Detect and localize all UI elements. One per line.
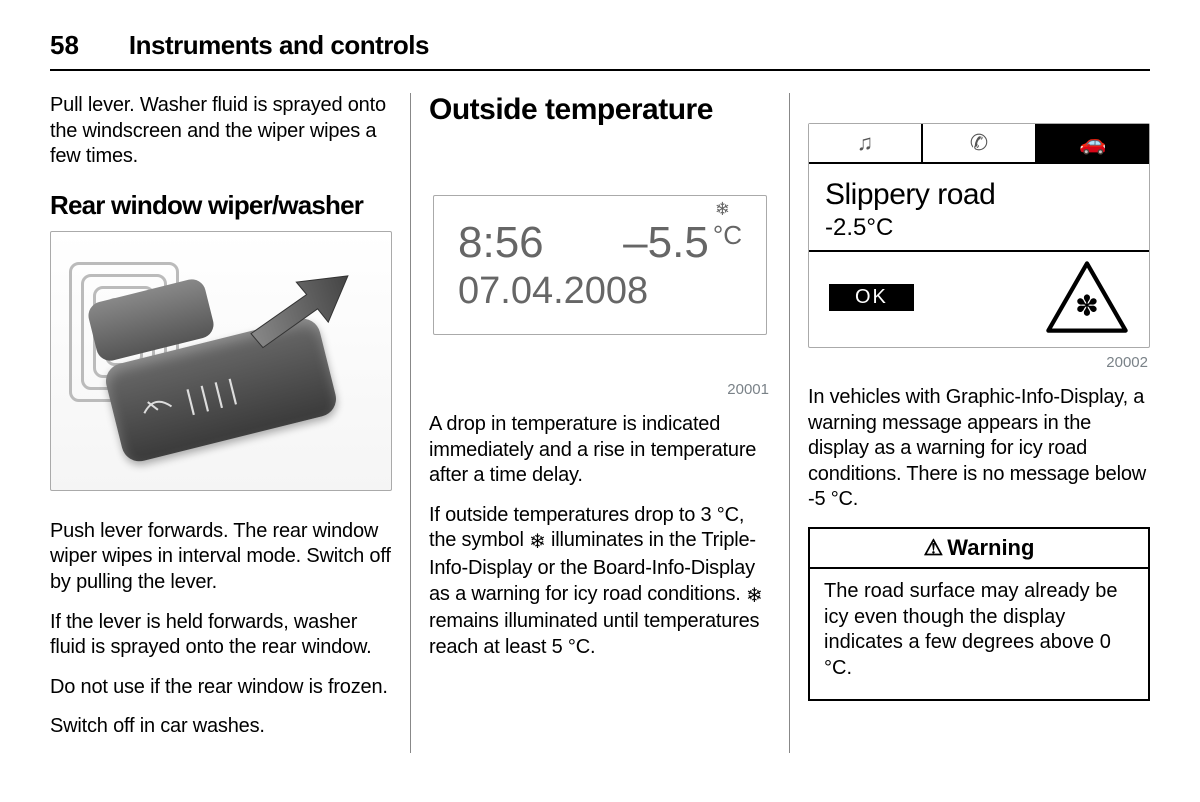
col1-p2: If the lever is held forwards, washer fl…: [50, 610, 392, 661]
snowflake-icon: ❄: [715, 200, 730, 218]
display-lower-row: OK ✽: [809, 252, 1149, 346]
display-message-title: Slippery road: [825, 178, 1133, 212]
figure-triple-info-display-wrap: 8:56 –5.5 ❄ °C 07.04.2008: [429, 155, 771, 375]
interval-bars-icon: ⎮⎮⎮⎮: [182, 377, 244, 416]
column-2: Outside temperature 8:56 –5.5 ❄ °C 07: [410, 93, 789, 753]
chapter-title: Instruments and controls: [129, 30, 429, 61]
caution-icon: ⚠: [924, 535, 944, 561]
warning-title-text: Warning: [947, 535, 1034, 561]
figure-id-20001: 20001: [429, 381, 769, 398]
col1-heading-rear-wiper: Rear window wiper/washer: [50, 190, 392, 221]
display-tabs: ♫ ✆ 🚗: [809, 124, 1149, 164]
display-temp-value: –5.5: [623, 218, 709, 268]
snowflake-icon: ❄: [529, 530, 546, 556]
display-temp-unit: ❄ °C: [713, 218, 742, 248]
warning-box: ⚠ Warning The road surface may already b…: [808, 527, 1150, 701]
tab-music[interactable]: ♫: [809, 124, 923, 162]
wiper-icon: [136, 388, 178, 424]
display-date: 07.04.2008: [458, 270, 742, 313]
display-row1: 8:56 –5.5 ❄ °C: [458, 218, 742, 268]
column-1: Pull lever. Washer fluid is sprayed onto…: [50, 93, 410, 753]
col1-p1: Push lever forwards. The rear window wip…: [50, 519, 392, 596]
spacer: [808, 93, 1150, 123]
display-message-temp: -2.5°C: [825, 214, 1133, 242]
display-time: 8:56: [458, 218, 544, 268]
col3-p1: In vehicles with Graphic-Info-Display, a…: [808, 385, 1150, 513]
tab-vehicle[interactable]: 🚗: [1037, 124, 1149, 162]
warning-body-text: The road surface may already be icy even…: [810, 569, 1148, 699]
col2-p1: A drop in temperature is indicated immed…: [429, 412, 771, 489]
warning-triangle-icon: ✽: [1045, 260, 1129, 334]
col2-heading-outside-temp: Outside temperature: [429, 93, 771, 127]
page-number: 58: [50, 30, 79, 61]
display-message-area: Slippery road -2.5°C: [809, 164, 1149, 252]
ok-button[interactable]: OK: [829, 284, 914, 311]
display-temp-unit-text: °C: [713, 220, 742, 250]
car-icon: 🚗: [1079, 130, 1106, 156]
music-note-icon: ♫: [857, 130, 874, 156]
col2-p2-c: remains illuminated until temperatures r…: [429, 610, 759, 658]
column-3: ♫ ✆ 🚗 Slippery road -2.5°C OK ✽ 20002: [789, 93, 1150, 753]
phone-icon: ✆: [970, 130, 988, 156]
col1-p3: Do not use if the rear window is frozen.: [50, 675, 392, 701]
warning-heading: ⚠ Warning: [810, 529, 1148, 569]
col2-p2: If outside temperatures drop to 3 °C, th…: [429, 503, 771, 661]
figure-id-20002: 20002: [808, 354, 1148, 371]
col1-p4: Switch off in car washes.: [50, 714, 392, 740]
svg-text:✽: ✽: [1075, 290, 1099, 322]
figure-wiper-lever: ⎮⎮⎮⎮: [50, 231, 392, 491]
snowflake-icon: ❄: [746, 584, 763, 610]
col1-intro-text: Pull lever. Washer fluid is sprayed onto…: [50, 93, 392, 170]
display-temp: –5.5 ❄ °C: [623, 218, 742, 268]
figure-graphic-info-display: ♫ ✆ 🚗 Slippery road -2.5°C OK ✽: [808, 123, 1150, 348]
manual-page: 58 Instruments and controls Pull lever. …: [0, 0, 1200, 802]
arrow-icon: [232, 255, 369, 363]
page-header: 58 Instruments and controls: [50, 30, 1150, 71]
figure-triple-info-display: 8:56 –5.5 ❄ °C 07.04.2008: [433, 195, 767, 335]
tab-phone[interactable]: ✆: [923, 124, 1037, 162]
columns: Pull lever. Washer fluid is sprayed onto…: [50, 93, 1150, 753]
